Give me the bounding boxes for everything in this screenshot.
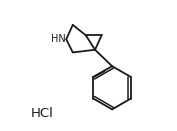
Text: HN: HN xyxy=(51,34,65,44)
Text: HCl: HCl xyxy=(31,107,54,121)
